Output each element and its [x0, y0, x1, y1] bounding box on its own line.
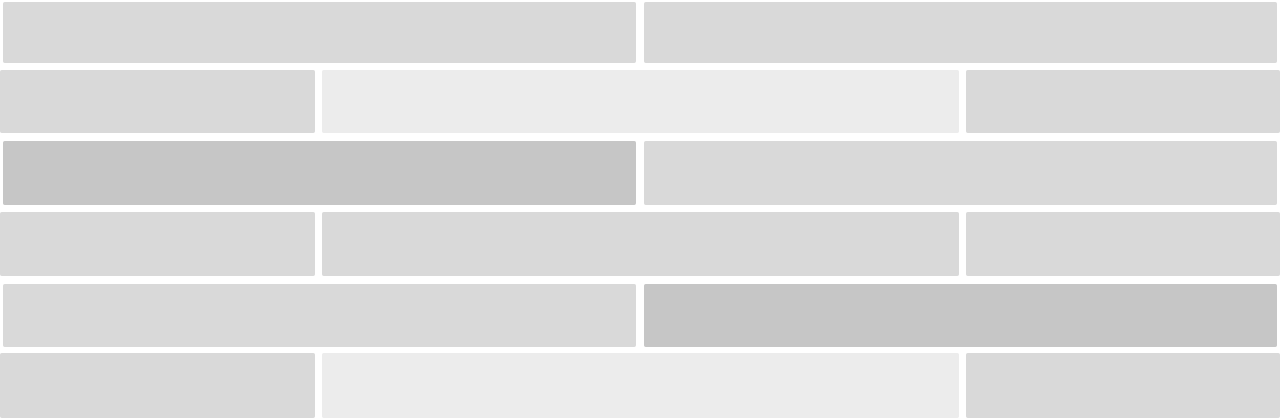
placeholder-block	[644, 284, 1277, 347]
placeholder-block	[3, 141, 636, 205]
skeleton-row-2	[0, 70, 1280, 133]
placeholder-block	[966, 70, 1280, 133]
skeleton-row-6	[0, 353, 1280, 418]
placeholder-block	[0, 353, 315, 418]
placeholder-block	[3, 2, 636, 63]
placeholder-block	[966, 212, 1280, 276]
skeleton-row-3	[3, 141, 1277, 205]
placeholder-block	[0, 70, 315, 133]
placeholder-block	[322, 212, 959, 276]
placeholder-block	[644, 2, 1277, 63]
placeholder-block	[322, 70, 959, 133]
placeholder-block	[3, 284, 636, 347]
placeholder-block	[0, 212, 315, 276]
skeleton-row-1	[3, 2, 1277, 63]
skeleton-row-5	[3, 284, 1277, 347]
skeleton-row-4	[0, 212, 1280, 276]
placeholder-block	[644, 141, 1277, 205]
placeholder-block	[966, 353, 1280, 418]
placeholder-block	[322, 353, 959, 418]
